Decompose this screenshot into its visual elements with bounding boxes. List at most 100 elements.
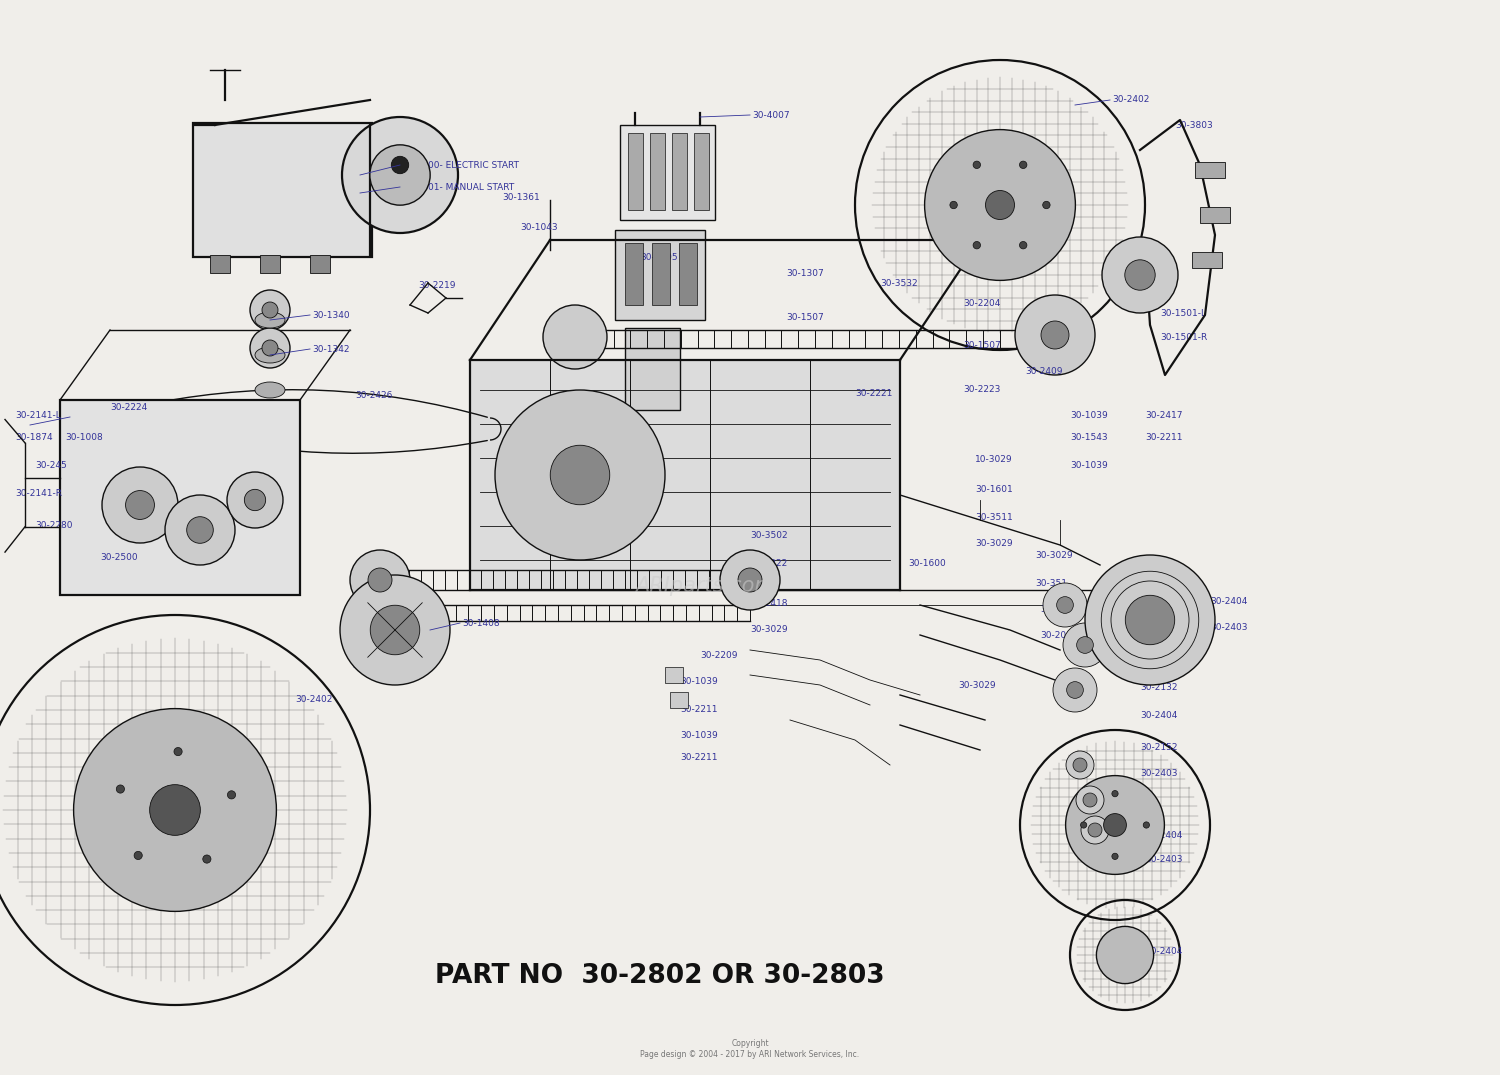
Text: 30-2409: 30-2409 bbox=[1024, 368, 1062, 376]
Bar bbox=[1196, 162, 1225, 178]
Text: 30-1342: 30-1342 bbox=[312, 344, 350, 354]
Circle shape bbox=[102, 467, 178, 543]
Text: 30-2402: 30-2402 bbox=[1112, 96, 1149, 104]
FancyBboxPatch shape bbox=[194, 123, 372, 257]
Circle shape bbox=[1077, 636, 1094, 654]
Circle shape bbox=[1082, 816, 1108, 844]
Text: 30-1600: 30-1600 bbox=[908, 559, 945, 568]
Text: 30-1507: 30-1507 bbox=[963, 341, 1000, 349]
Circle shape bbox=[1065, 775, 1164, 874]
Text: 30-2402: 30-2402 bbox=[352, 660, 390, 670]
Text: 30-2418: 30-2418 bbox=[750, 599, 788, 607]
Circle shape bbox=[368, 568, 392, 592]
Circle shape bbox=[1042, 583, 1088, 627]
Circle shape bbox=[1083, 793, 1096, 807]
Text: 30-2152: 30-2152 bbox=[1140, 743, 1178, 751]
Circle shape bbox=[74, 708, 276, 912]
Text: 30-1039: 30-1039 bbox=[1070, 460, 1107, 470]
Circle shape bbox=[226, 472, 284, 528]
Text: 30-2426: 30-2426 bbox=[356, 390, 393, 400]
Circle shape bbox=[262, 302, 278, 318]
Circle shape bbox=[1104, 814, 1126, 836]
Circle shape bbox=[174, 747, 182, 756]
Circle shape bbox=[126, 490, 154, 519]
Text: ARIparts.com: ARIparts.com bbox=[634, 576, 776, 596]
Text: 30-2204: 30-2204 bbox=[963, 299, 1000, 307]
Circle shape bbox=[228, 791, 236, 799]
Text: 30-2500: 30-2500 bbox=[100, 553, 138, 561]
Text: 30-2417: 30-2417 bbox=[1144, 411, 1182, 419]
Ellipse shape bbox=[255, 312, 285, 328]
Bar bbox=[1192, 252, 1222, 268]
Text: 30-3502: 30-3502 bbox=[750, 530, 788, 540]
Circle shape bbox=[262, 340, 278, 356]
Circle shape bbox=[1084, 555, 1215, 685]
Bar bbox=[210, 255, 230, 273]
Text: 30-2141-R: 30-2141-R bbox=[15, 488, 62, 498]
Circle shape bbox=[1016, 295, 1095, 375]
Text: 30-2404: 30-2404 bbox=[1210, 597, 1248, 605]
Bar bbox=[310, 255, 330, 273]
Bar bbox=[626, 328, 680, 410]
Text: 30-3532: 30-3532 bbox=[880, 278, 918, 287]
Text: 30-2141-L: 30-2141-L bbox=[15, 411, 60, 419]
Text: 30-35N: 30-35N bbox=[1040, 604, 1072, 614]
Bar bbox=[652, 243, 670, 305]
Text: 30-2223: 30-2223 bbox=[963, 386, 1000, 395]
Text: 30-1501-R: 30-1501-R bbox=[1160, 332, 1208, 342]
Text: 30-2401- MANUAL START: 30-2401- MANUAL START bbox=[402, 183, 514, 191]
Text: 30-1043: 30-1043 bbox=[520, 223, 558, 231]
Circle shape bbox=[950, 201, 957, 209]
Bar bbox=[60, 400, 300, 594]
Circle shape bbox=[1143, 822, 1149, 828]
Text: 30-2404: 30-2404 bbox=[1144, 831, 1182, 840]
Circle shape bbox=[244, 489, 266, 511]
Text: 30-2404: 30-2404 bbox=[1140, 711, 1178, 719]
Text: 30-3029: 30-3029 bbox=[750, 625, 788, 633]
Text: 30-1408: 30-1408 bbox=[462, 618, 500, 628]
Circle shape bbox=[1066, 751, 1094, 779]
Text: 30-1543: 30-1543 bbox=[1070, 432, 1107, 442]
Text: 30-1008: 30-1008 bbox=[64, 432, 102, 442]
Bar bbox=[650, 133, 664, 210]
Circle shape bbox=[1080, 822, 1088, 828]
Text: 30-2404: 30-2404 bbox=[1144, 946, 1182, 956]
Bar bbox=[626, 243, 644, 305]
Text: 30-3803: 30-3803 bbox=[1174, 120, 1212, 129]
Circle shape bbox=[370, 605, 420, 655]
Text: 30-2211: 30-2211 bbox=[680, 704, 717, 714]
Circle shape bbox=[251, 290, 290, 330]
Text: 30-2204: 30-2204 bbox=[352, 608, 390, 617]
Bar bbox=[620, 125, 716, 220]
Circle shape bbox=[202, 855, 211, 863]
Text: 30-1039: 30-1039 bbox=[680, 731, 717, 740]
Text: 30-2132: 30-2132 bbox=[1140, 683, 1178, 691]
Circle shape bbox=[186, 517, 213, 543]
Text: PART NO  30-2802 OR 30-2803: PART NO 30-2802 OR 30-2803 bbox=[435, 963, 885, 989]
Circle shape bbox=[150, 785, 201, 835]
Circle shape bbox=[1056, 597, 1074, 614]
Circle shape bbox=[350, 550, 410, 610]
Bar bbox=[628, 133, 644, 210]
Text: 10-3029: 10-3029 bbox=[975, 456, 1012, 464]
Text: 30-2224: 30-2224 bbox=[110, 402, 147, 412]
Circle shape bbox=[1064, 624, 1107, 666]
Text: 30-2219: 30-2219 bbox=[419, 281, 456, 289]
Circle shape bbox=[986, 190, 1014, 219]
Bar bbox=[670, 692, 688, 708]
Text: 30-3511: 30-3511 bbox=[975, 513, 1012, 521]
Circle shape bbox=[1112, 854, 1118, 860]
Bar bbox=[694, 133, 709, 210]
Text: 30-1807: 30-1807 bbox=[352, 583, 390, 591]
Circle shape bbox=[550, 445, 609, 505]
Circle shape bbox=[134, 851, 142, 860]
Text: 30-1501-L: 30-1501-L bbox=[1160, 309, 1206, 317]
Circle shape bbox=[1088, 823, 1102, 837]
Bar bbox=[664, 666, 682, 683]
Text: 30-2221: 30-2221 bbox=[855, 388, 892, 398]
Circle shape bbox=[117, 785, 124, 793]
Circle shape bbox=[1053, 668, 1096, 712]
Circle shape bbox=[392, 156, 408, 174]
Text: 30-1039: 30-1039 bbox=[1070, 411, 1107, 419]
Circle shape bbox=[495, 390, 664, 560]
